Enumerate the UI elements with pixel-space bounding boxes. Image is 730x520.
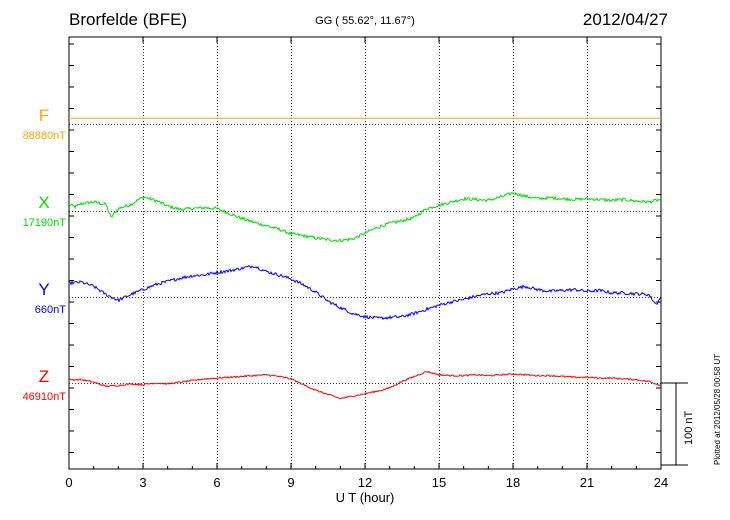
baseline-Y: 660nT <box>34 304 66 316</box>
x-tick-label-12: 12 <box>358 475 372 490</box>
station-coordinates: GG ( 55.62°, 11.67°) <box>315 15 415 27</box>
station-title: Brorfelde (BFE) <box>69 10 188 29</box>
baseline-X: 17190nT <box>22 217 66 229</box>
trace-X <box>68 191 662 243</box>
label-X: X <box>38 193 50 212</box>
label-Y: Y <box>38 280 50 299</box>
plot-frame <box>68 36 662 470</box>
label-Z: Z <box>38 367 50 386</box>
x-tick-label-3: 3 <box>139 475 146 490</box>
trace-Z <box>68 370 662 400</box>
x-tick-label-18: 18 <box>506 475 520 490</box>
label-F: F <box>38 106 50 125</box>
x-tick-label-15: 15 <box>432 475 446 490</box>
plotted-timestamp: Plotted at 2012/05/28 00:58 UT <box>713 353 722 465</box>
x-axis-label: U T (hour) <box>335 490 395 505</box>
plot-date: 2012/04/27 <box>582 10 668 29</box>
baseline-F: 88880nT <box>22 130 66 142</box>
x-tick-label-6: 6 <box>213 475 220 490</box>
baseline-Z: 46910nT <box>22 391 66 403</box>
scale-bar-label: 100 nT <box>683 410 695 445</box>
x-tick-label-9: 9 <box>287 475 294 490</box>
x-tick-label-0: 0 <box>65 475 72 490</box>
trace-Y <box>68 264 662 321</box>
x-tick-label-24: 24 <box>654 475 668 490</box>
x-tick-label-21: 21 <box>580 475 594 490</box>
